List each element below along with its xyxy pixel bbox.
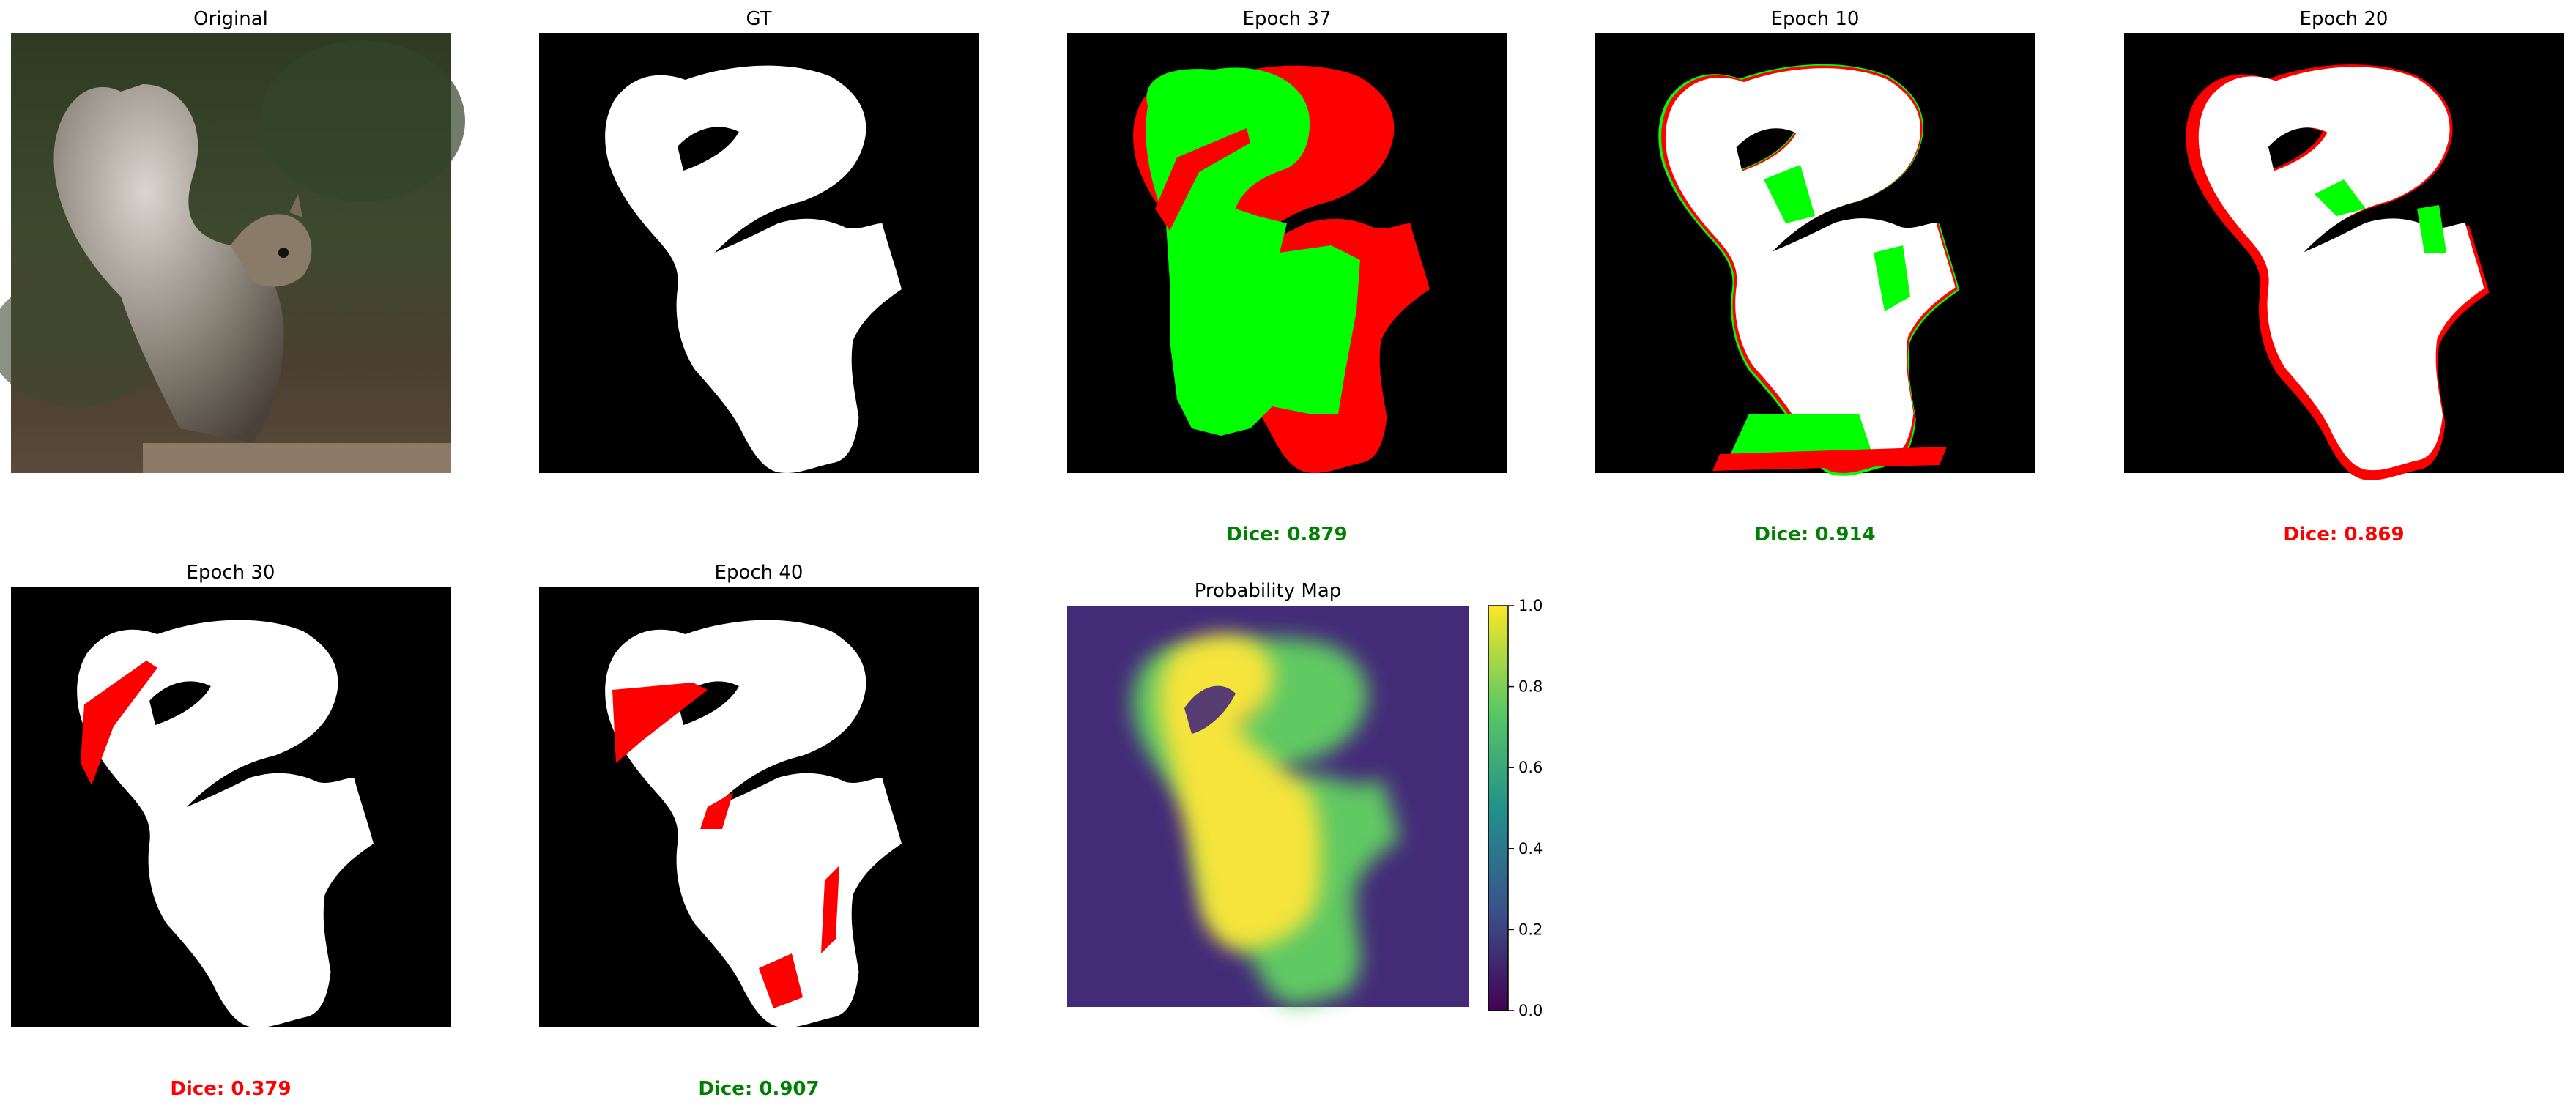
colorbar-tick-label: 0.4 bbox=[1518, 840, 1543, 858]
colorbar-tick-label: 0.2 bbox=[1518, 921, 1543, 938]
probability-map bbox=[1067, 606, 1469, 1007]
colorbar: 0.0 0.2 0.4 0.6 0.8 1.0 bbox=[1488, 597, 1543, 1019]
panel-title-epoch10: Epoch 10 bbox=[1771, 8, 1860, 30]
panel-title-probability: Probability Map bbox=[1195, 580, 1342, 602]
panel-title-gt: GT bbox=[746, 8, 771, 30]
epoch20-overlay bbox=[2124, 33, 2564, 480]
dice-score-epoch20: Dice: 0.869 bbox=[2283, 524, 2404, 546]
colorbar-tick-label: 1.0 bbox=[1518, 597, 1543, 614]
colorbar-tick-label: 0.6 bbox=[1518, 759, 1543, 776]
panel-title-original: Original bbox=[193, 8, 268, 30]
dice-score-epoch37: Dice: 0.879 bbox=[1226, 524, 1347, 546]
epoch37-overlay bbox=[1067, 33, 1507, 473]
gt-mask bbox=[539, 33, 979, 473]
panel-title-epoch37: Epoch 37 bbox=[1243, 8, 1332, 30]
epoch10-overlay bbox=[1595, 33, 2035, 476]
panel-title-epoch30: Epoch 30 bbox=[187, 562, 275, 584]
epoch40-overlay bbox=[539, 587, 979, 1027]
panel-title-epoch20: Epoch 20 bbox=[2300, 8, 2388, 30]
original-image bbox=[0, 33, 465, 473]
colorbar-tick-label: 0.0 bbox=[1518, 1002, 1543, 1019]
dice-score-epoch10: Dice: 0.914 bbox=[1754, 524, 1875, 546]
epoch30-overlay bbox=[11, 587, 451, 1027]
colorbar-ticks: 0.0 0.2 0.4 0.6 0.8 1.0 bbox=[1508, 597, 1543, 1019]
colorbar-gradient bbox=[1488, 605, 1509, 1011]
dice-score-epoch30: Dice: 0.379 bbox=[170, 1078, 291, 1100]
dice-score-epoch40: Dice: 0.907 bbox=[698, 1078, 819, 1100]
panel-title-epoch40: Epoch 40 bbox=[715, 562, 803, 584]
colorbar-tick-label: 0.8 bbox=[1518, 678, 1543, 696]
